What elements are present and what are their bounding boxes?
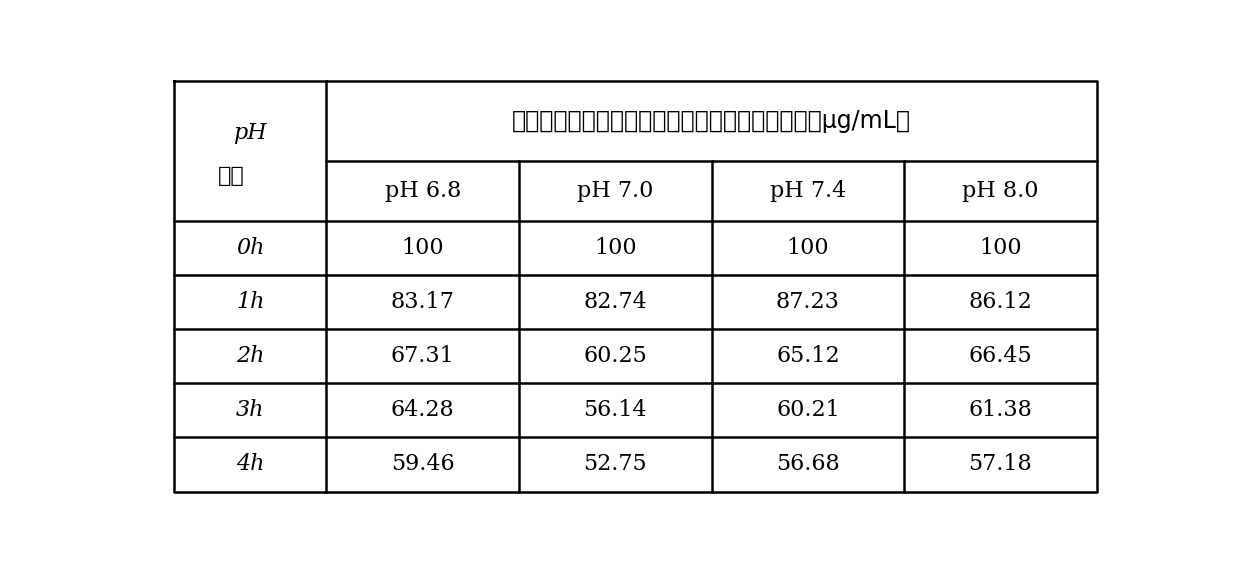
Text: 52.75: 52.75 — [584, 454, 647, 476]
Text: 上层清液中乙二胺四乙酸二销单克隆抗体的浓度（μg/mL）: 上层清液中乙二胺四乙酸二销单克隆抗体的浓度（μg/mL） — [512, 109, 911, 133]
Text: 65.12: 65.12 — [776, 345, 839, 367]
Text: 60.25: 60.25 — [584, 345, 647, 367]
Text: 1h: 1h — [236, 291, 264, 313]
Text: 4h: 4h — [236, 454, 264, 476]
Text: 56.68: 56.68 — [776, 454, 839, 476]
Text: 82.74: 82.74 — [584, 291, 647, 313]
Text: 100: 100 — [594, 237, 636, 259]
Text: 60.21: 60.21 — [776, 399, 839, 421]
Text: pH 7.0: pH 7.0 — [577, 180, 653, 202]
Text: 59.46: 59.46 — [391, 454, 455, 476]
Text: 100: 100 — [402, 237, 444, 259]
Text: 57.18: 57.18 — [968, 454, 1033, 476]
Text: 56.14: 56.14 — [584, 399, 647, 421]
Text: 87.23: 87.23 — [776, 291, 839, 313]
Text: 100: 100 — [980, 237, 1022, 259]
Text: 3h: 3h — [236, 399, 264, 421]
Text: 86.12: 86.12 — [968, 291, 1033, 313]
Text: 0h: 0h — [236, 237, 264, 259]
Text: 67.31: 67.31 — [391, 345, 455, 367]
Text: pH 6.8: pH 6.8 — [384, 180, 461, 202]
Text: 64.28: 64.28 — [391, 399, 455, 421]
Text: pH 7.4: pH 7.4 — [770, 180, 846, 202]
Text: 61.38: 61.38 — [968, 399, 1033, 421]
Text: 100: 100 — [786, 237, 830, 259]
Text: 时间: 时间 — [218, 166, 244, 186]
Text: 66.45: 66.45 — [968, 345, 1033, 367]
Text: pH: pH — [233, 122, 267, 144]
Text: pH 8.0: pH 8.0 — [962, 180, 1039, 202]
Text: 2h: 2h — [236, 345, 264, 367]
Text: 83.17: 83.17 — [391, 291, 455, 313]
